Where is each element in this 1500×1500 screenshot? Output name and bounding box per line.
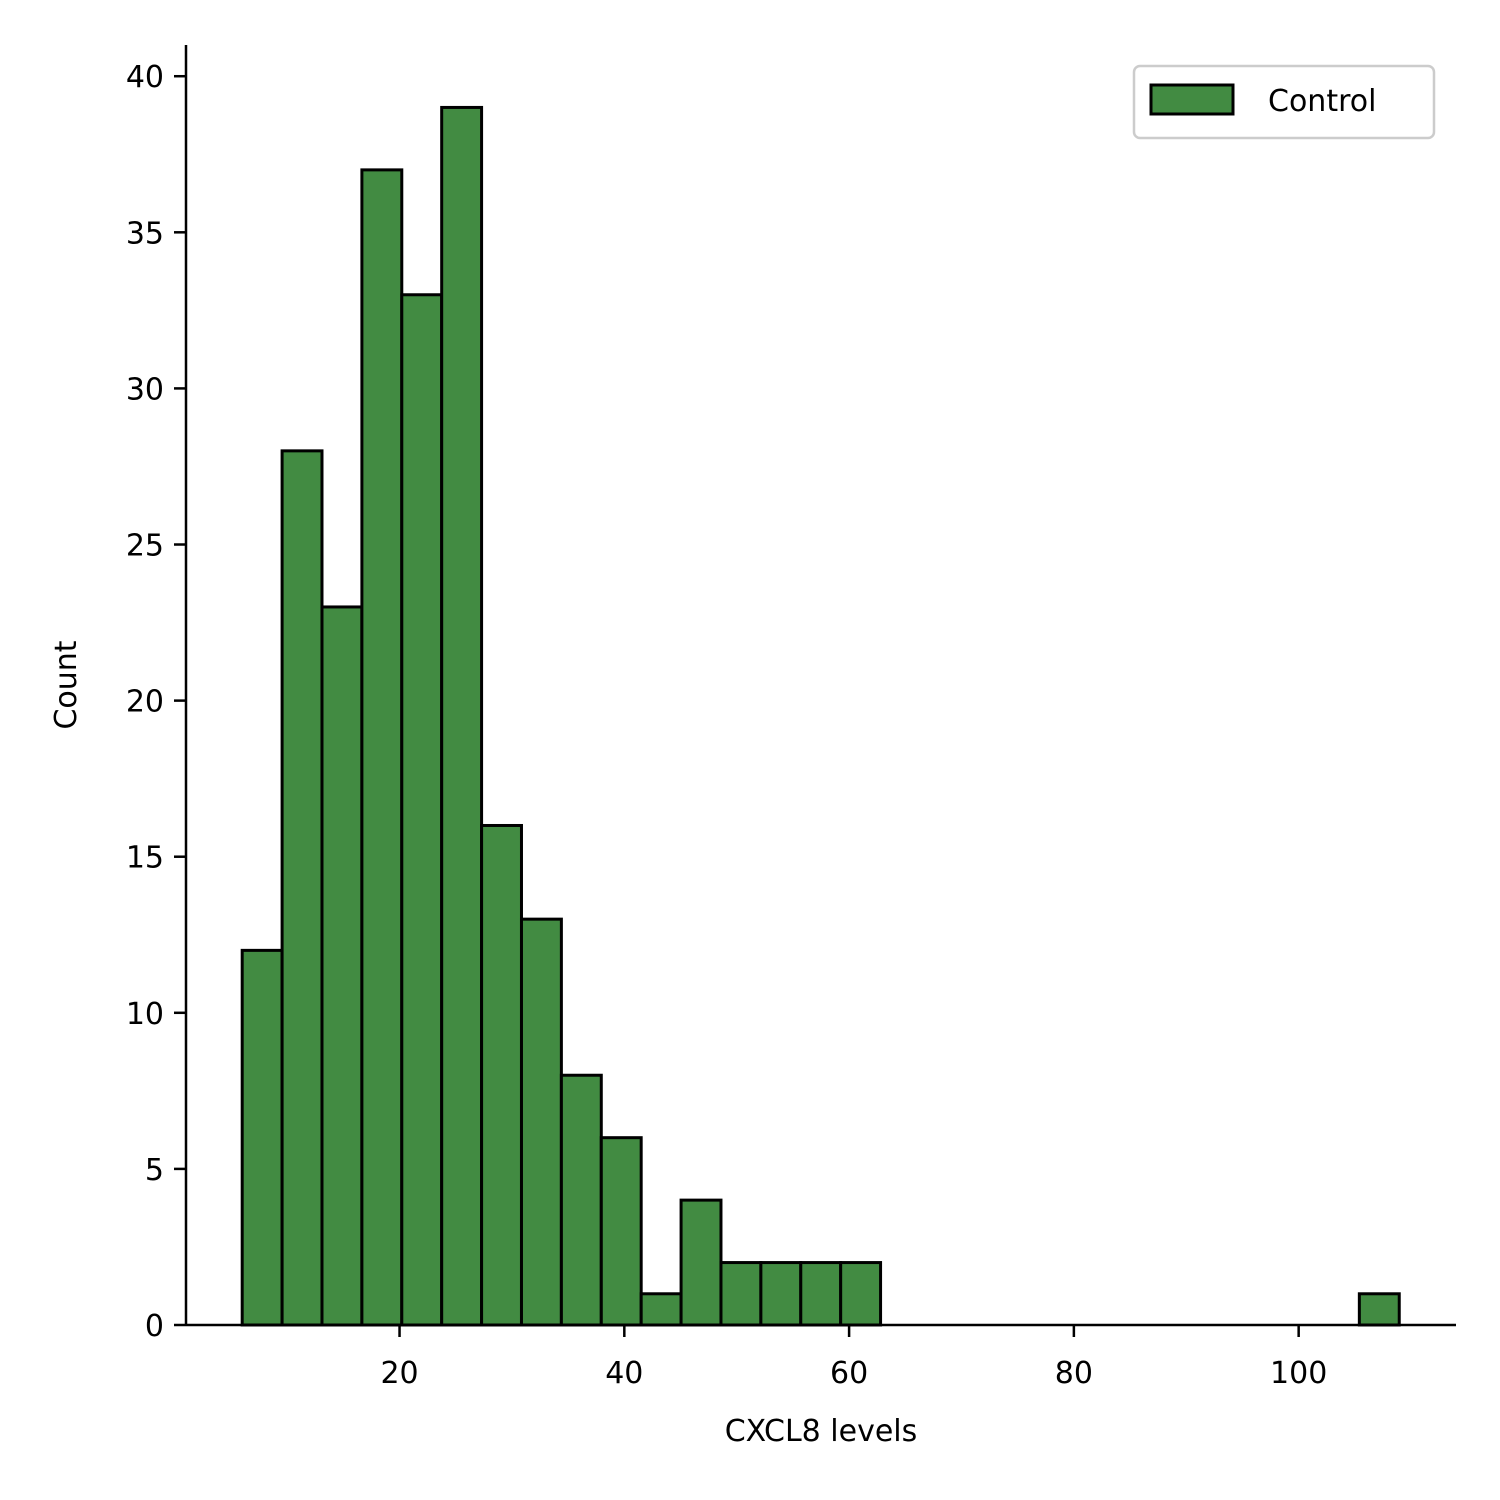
x-tick-label: 60 — [830, 1356, 868, 1391]
y-tick-label: 35 — [126, 216, 164, 251]
histogram-bar — [280, 449, 324, 1327]
histogram-bar — [440, 105, 484, 1327]
y-tick-label: 40 — [126, 60, 164, 95]
histogram-bar — [799, 1261, 843, 1327]
y-axis-label: Count — [49, 640, 84, 729]
histogram-bar — [400, 293, 444, 1327]
y-tick-label: 15 — [126, 841, 164, 876]
histogram-bar — [639, 1292, 683, 1327]
x-tick-label: 100 — [1270, 1356, 1327, 1391]
legend: Control — [1132, 64, 1436, 140]
histogram-bar — [719, 1261, 763, 1327]
x-tick-label: 20 — [380, 1356, 418, 1391]
y-tick-label: 0 — [145, 1309, 164, 1344]
y-tick-label: 25 — [126, 529, 164, 564]
histogram-bar — [559, 1073, 603, 1327]
histogram-bar — [679, 1198, 723, 1327]
legend-swatch — [1149, 83, 1235, 116]
axes-group: 0 5 10 15 20 25 30 35 40 20 40 60 80 100 — [126, 45, 1456, 1391]
histogram-bar — [240, 948, 284, 1327]
histogram-bar — [839, 1261, 883, 1327]
histogram-bar — [320, 605, 364, 1327]
y-tick-label: 10 — [126, 997, 164, 1032]
histogram-bar — [599, 1136, 643, 1327]
x-tick-label: 80 — [1055, 1356, 1093, 1391]
legend-label: Control — [1268, 84, 1376, 119]
histogram-bar — [480, 823, 523, 1327]
y-tick-label: 5 — [145, 1153, 164, 1188]
histogram-bar — [759, 1261, 803, 1327]
bars-group — [240, 105, 1401, 1327]
histogram-bar — [519, 917, 563, 1327]
histogram-bar — [1357, 1292, 1401, 1327]
histogram-bar — [360, 168, 404, 1327]
x-axis-label: CXCL8 levels — [725, 1414, 918, 1449]
x-tick-label: 40 — [605, 1356, 643, 1391]
y-tick-label: 30 — [126, 372, 164, 407]
y-tick-label: 20 — [126, 685, 164, 720]
